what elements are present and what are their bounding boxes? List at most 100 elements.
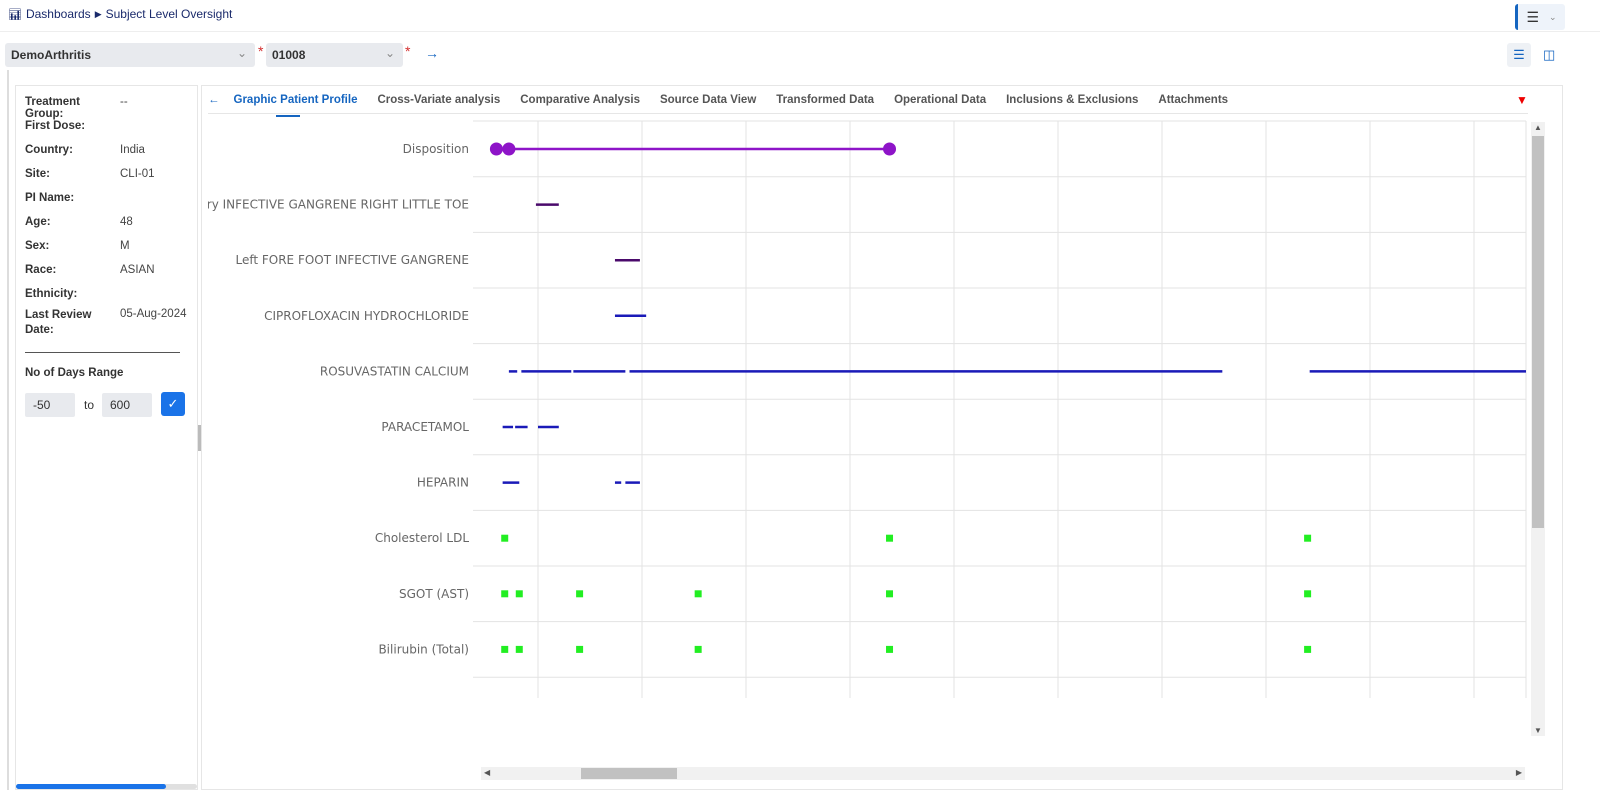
divider [7,70,9,790]
lab-point [886,645,894,653]
info-row: Country: India [25,144,145,156]
row-label: CIPROFLOXACIN HYDROCHLORIDE [264,309,469,323]
tab-operational-data[interactable]: Operational Data [894,94,987,106]
info-value: India [120,144,145,156]
apply-range-button[interactable]: ✓ [161,392,185,416]
tab-source-data-view[interactable]: Source Data View [659,94,757,106]
info-label: First Dose: [25,120,86,132]
tab-transformed-data[interactable]: Transformed Data [776,94,875,106]
row-label: Very INFECTIVE GANGRENE RIGHT LITTLE TOE [208,198,469,212]
info-label: Sex: [25,240,50,252]
days-from-input[interactable]: -50 [25,393,75,417]
info-row: First Dose: [25,120,120,132]
subject-select[interactable]: 01008 ⌄ [266,43,403,67]
lab-point [515,590,523,598]
filter-icon[interactable]: ▼ [1516,93,1528,107]
patient-profile-chart: 050100150200250300350400450DispositionVe… [208,120,1527,698]
caret-right-icon: ▶ [94,8,102,19]
lab-point [501,534,509,542]
info-row: Age: 48 [25,216,133,228]
lab-point [886,590,894,598]
info-value: M [120,240,130,252]
tab-bar: ← Graphic Patient Profile Cross-Variate a… [208,92,1238,117]
chevron-down-icon: ⌄ [1549,11,1557,22]
main-panel: ← Graphic Patient Profile Cross-Variate a… [201,85,1563,790]
study-value: DemoArthritis [11,48,92,62]
row-label: Cholesterol LDL [375,531,469,545]
row-label: SGOT (AST) [399,587,469,601]
tab-attachments[interactable]: Attachments [1158,94,1229,106]
divider [25,352,180,353]
row-label: HEPARIN [417,476,469,490]
subject-value: 01008 [272,48,306,62]
disposition-marker [489,142,503,156]
info-label: Ethnicity: [25,288,78,300]
breadcrumb-dashboards[interactable]: Dashboards [25,7,91,21]
chevron-down-icon: ⌄ [384,46,395,60]
info-label: Last Review Date: [25,309,92,336]
divider [208,113,1528,114]
vertical-scrollbar[interactable]: ▲ ▼ [1531,122,1545,736]
row-label: Left FORE FOOT INFECTIVE GANGRENE [235,253,469,267]
info-value: 05-Aug-2024 [120,308,187,320]
info-value: -- [120,96,128,108]
lab-point [576,645,584,653]
menu-dropdown-button[interactable]: ☰ ⌄ [1515,4,1565,30]
chevron-down-icon: ⌄ [236,46,247,60]
days-to-input[interactable]: 600 [102,393,152,417]
info-label: Country: [25,144,73,156]
list-view-button[interactable]: ☰ [1507,43,1531,67]
lab-point [694,645,702,653]
lab-point [515,645,523,653]
days-range-label: No of Days Range [25,367,124,379]
tab-comparative-analysis[interactable]: Comparative Analysis [520,94,640,106]
tab-cross-variate-analysis[interactable]: Cross-Variate analysis [377,94,501,106]
check-icon: ✓ [167,396,179,411]
subject-info-panel: Treatment Group: -- First Dose: Country: Ind… [15,85,198,790]
disposition-marker [883,142,897,156]
to-label: to [84,398,95,412]
info-row: Race: ASIAN [25,264,155,276]
horizontal-scrollbar[interactable] [16,784,197,789]
info-value: CLI-01 [120,168,155,180]
required-mark: * [405,43,411,59]
lab-point [886,534,894,542]
breadcrumb-current: Subject Level Oversight [105,7,233,21]
lab-point [501,645,509,653]
lab-point [501,590,509,598]
info-label: Site: [25,168,50,180]
back-arrow-icon[interactable]: ← [208,94,220,106]
tab-graphic-patient-profile[interactable]: Graphic Patient Profile [224,92,368,117]
info-row: Last Review Date: 05-Aug-2024 [25,308,187,338]
lab-point [1304,590,1312,598]
info-row: Ethnicity: [25,288,120,300]
lab-point [1304,534,1312,542]
disposition-marker [502,142,516,156]
go-arrow-icon[interactable]: → [425,45,439,61]
info-row: Treatment Group: -- [25,96,128,120]
columns-view-button[interactable]: ◫ [1543,47,1556,62]
info-value: 48 [120,216,133,228]
required-mark: * [258,43,264,59]
panel-resize-handle[interactable] [198,425,201,451]
info-value: ASIAN [120,264,155,276]
row-label: Bilirubin (Total) [378,642,469,656]
study-select[interactable]: DemoArthritis ⌄ [5,43,255,67]
info-label: Treatment Group: [25,96,80,120]
tab-inclusions-exclusions[interactable]: Inclusions & Exclusions [1006,94,1139,106]
info-row: PI Name: [25,192,120,204]
chart-icon: 📊︎ [8,8,22,21]
info-label: Race: [25,264,57,276]
row-label: Disposition [403,142,469,156]
hamburger-icon: ☰ [1526,8,1539,25]
info-label: PI Name: [25,192,75,204]
info-row: Site: CLI-01 [25,168,155,180]
row-label: ROSUVASTATIN CALCIUM [320,364,469,378]
lab-point [576,590,584,598]
lab-point [1304,645,1312,653]
row-label: PARACETAMOL [381,420,469,434]
lab-point [694,590,702,598]
horizontal-scrollbar[interactable]: ◀ ▶ [481,767,1525,780]
divider [0,31,1600,32]
info-label: Age: [25,216,51,228]
